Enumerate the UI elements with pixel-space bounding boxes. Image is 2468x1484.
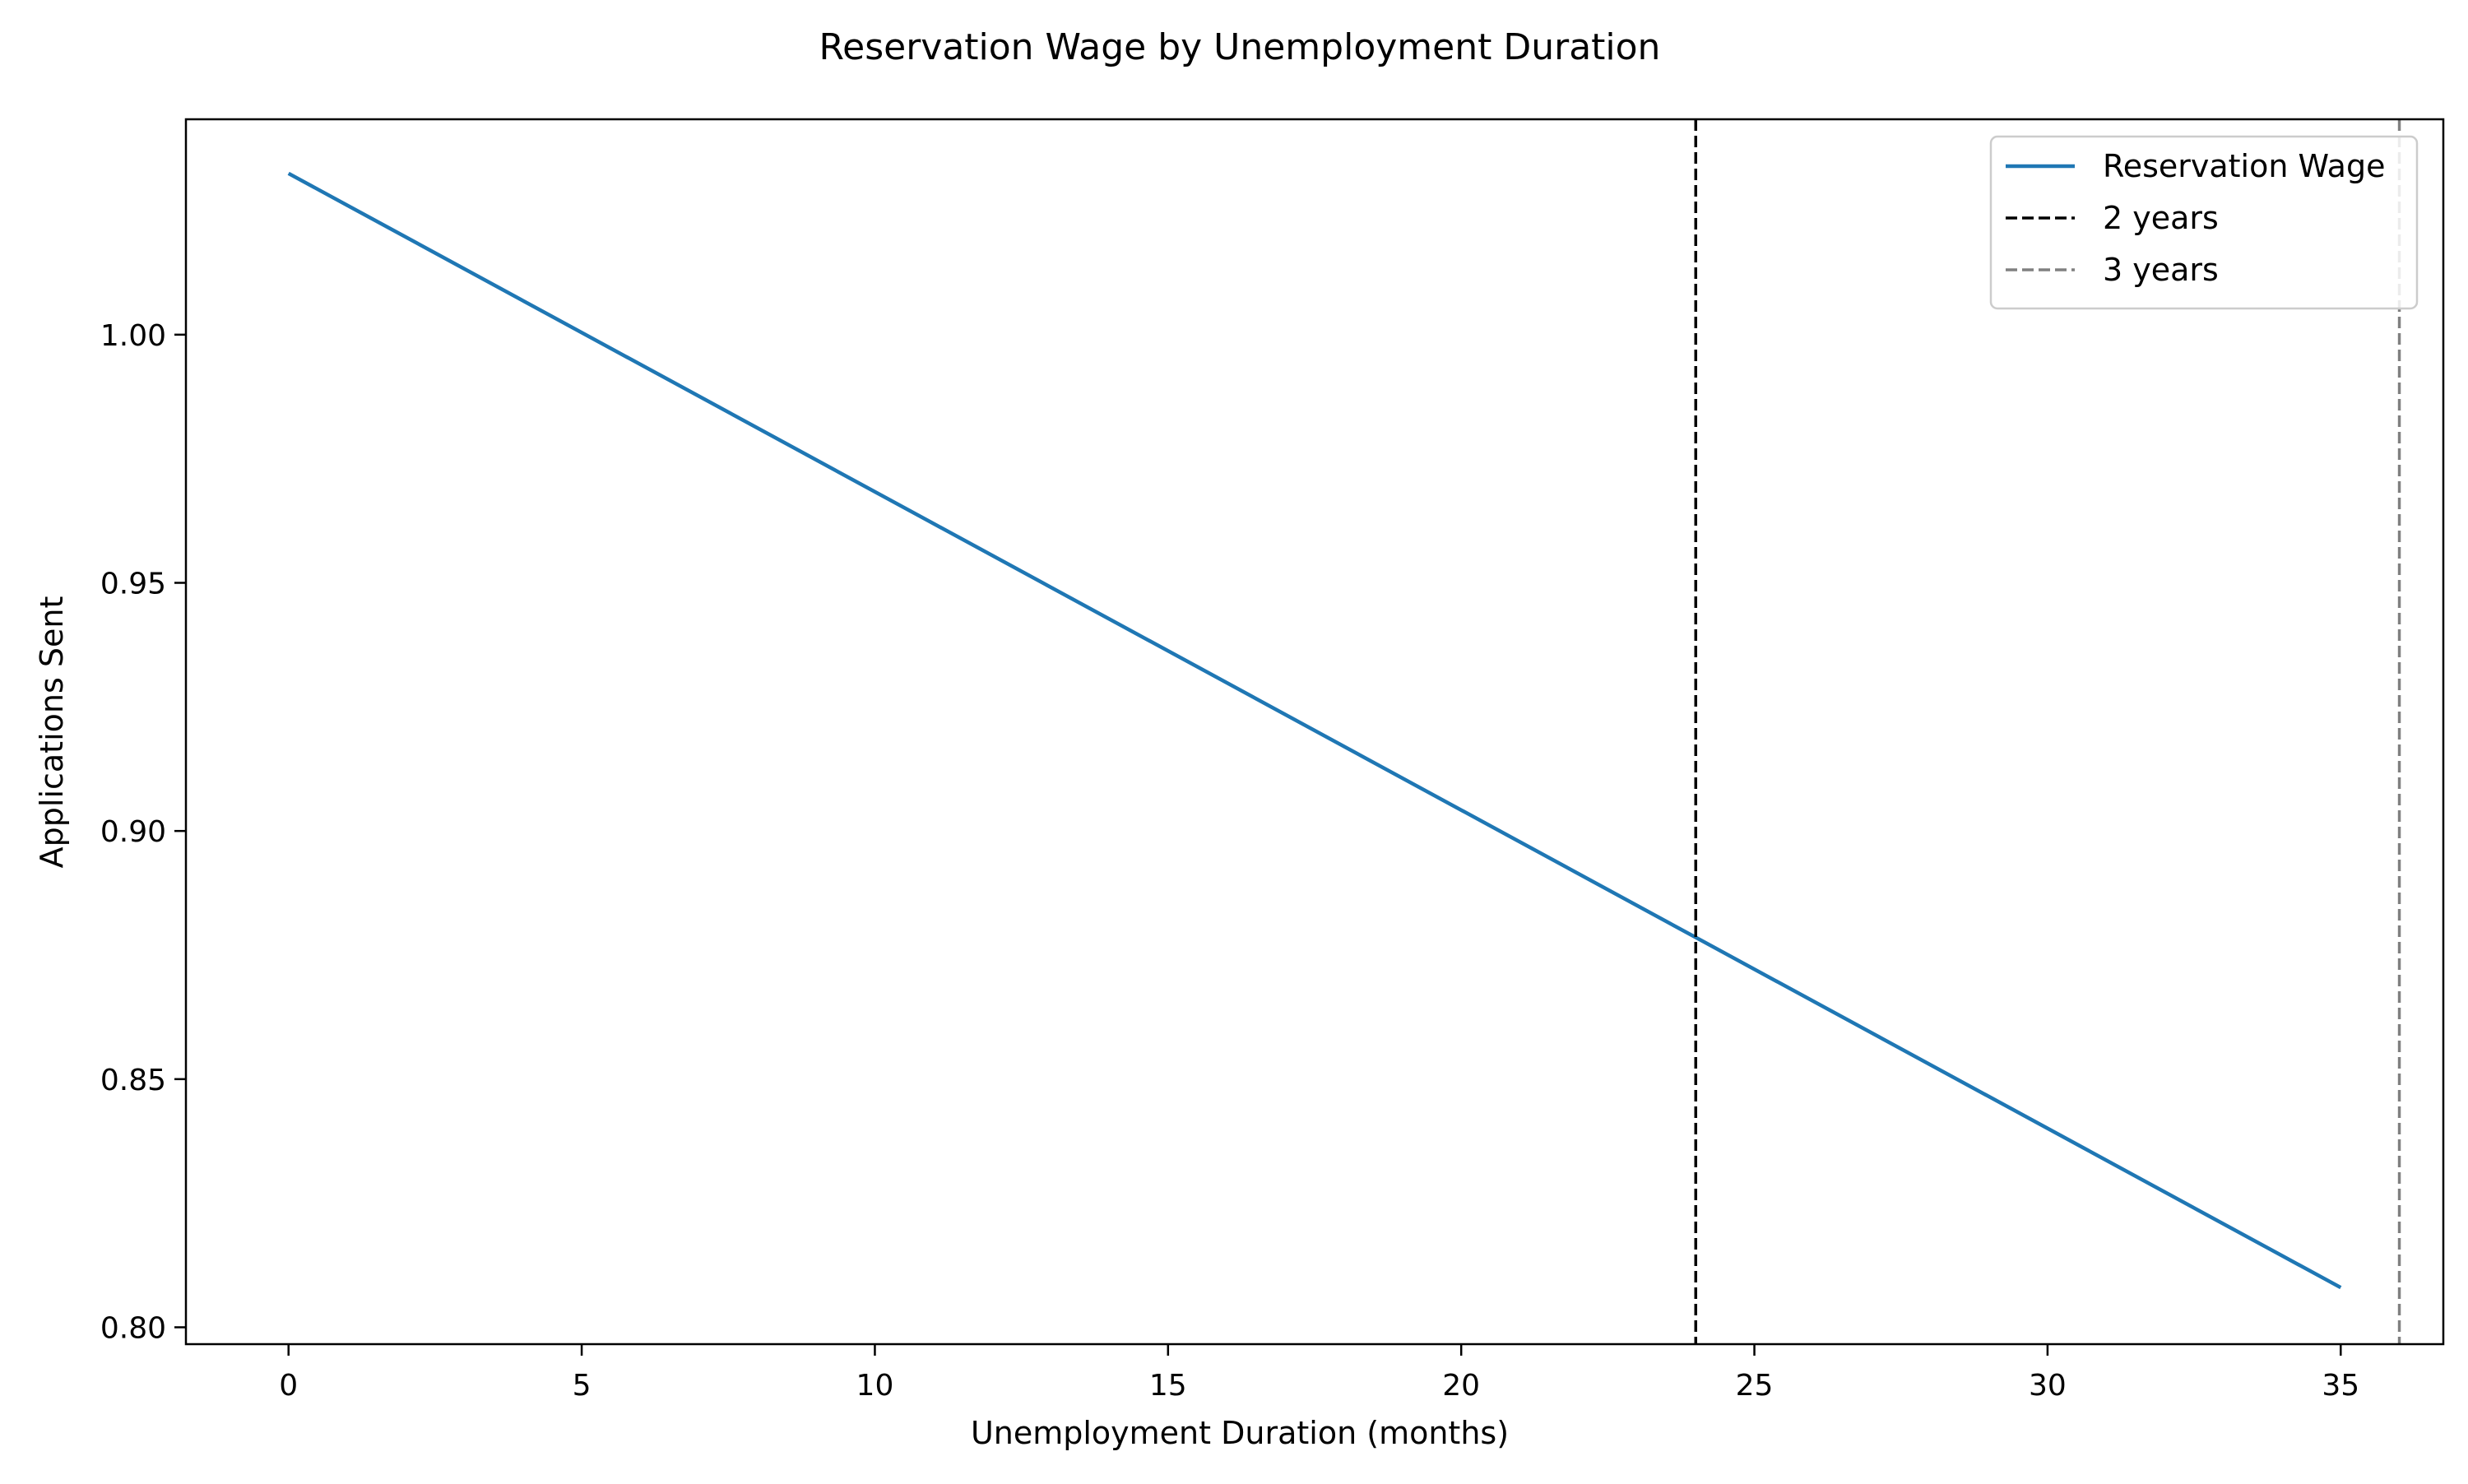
plot-area [184, 118, 2445, 1346]
x-tick-label-3: 15 [1149, 1369, 1187, 1403]
legend: Reservation Wage 2 years 3 years [1989, 135, 2419, 310]
x-tick-label-7: 35 [2322, 1369, 2359, 1403]
legend-box [1989, 135, 2419, 310]
x-tick-label-2: 10 [856, 1369, 894, 1403]
y-axis-label: Applications Sent [34, 596, 70, 869]
x-tick-label-0: 0 [279, 1369, 298, 1403]
axis-ticks: 0 5 10 15 20 25 30 35 0.80 0.85 0.90 0.95 1.00 [100, 319, 2359, 1403]
y-tick-label-0: 0.80 [100, 1311, 166, 1345]
y-tick-label-3: 0.95 [100, 568, 166, 601]
x-tick-label-6: 30 [2029, 1369, 2067, 1403]
legend-label-2: 3 years [2103, 252, 2219, 288]
axes-frame [184, 118, 2445, 1346]
legend-label-1: 2 years [2103, 200, 2219, 236]
series-line-0 [287, 171, 2342, 1290]
y-tick-label-1: 0.85 [100, 1064, 166, 1097]
y-tick-label-2: 0.90 [100, 815, 166, 849]
x-tick-label-1: 5 [573, 1369, 591, 1403]
x-tick-label-4: 20 [1442, 1369, 1480, 1403]
x-tick-label-5: 25 [1736, 1369, 1774, 1403]
y-tick-label-4: 1.00 [100, 319, 166, 353]
legend-label-0: Reservation Wage [2103, 148, 2385, 184]
x-axis-label: Unemployment Duration (months) [971, 1415, 1509, 1451]
chart-title: Reservation Wage by Unemployment Duratio… [819, 26, 1661, 68]
